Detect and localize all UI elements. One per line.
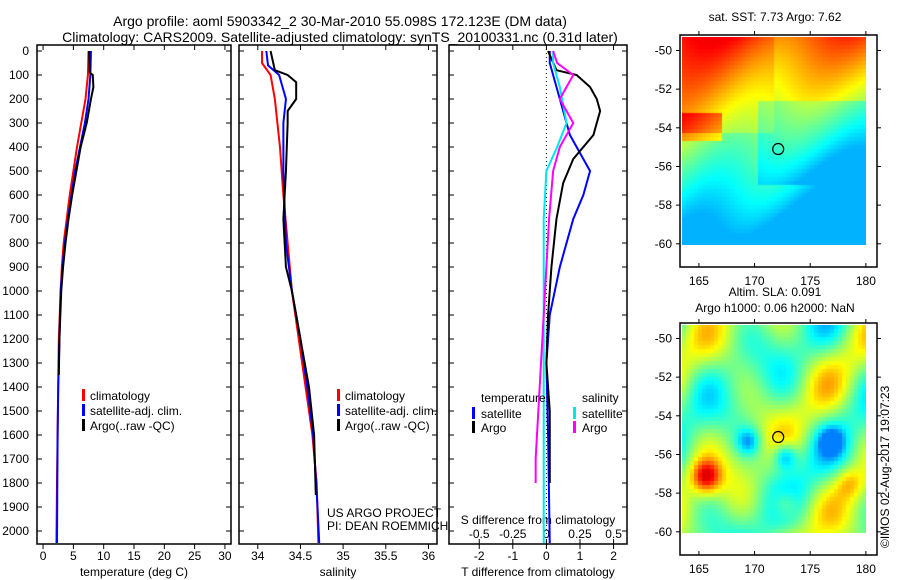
panel-frame — [238, 44, 438, 545]
legend-swatch — [82, 404, 85, 416]
pi-text: PI: DEAN ROEMMICH — [327, 519, 448, 533]
legend-label: climatology — [90, 389, 150, 403]
y-tick-label: 1000 — [2, 284, 29, 298]
y-tick-label: 1900 — [2, 500, 29, 514]
legend-label: Argo — [481, 421, 507, 435]
legend-swatch — [337, 389, 340, 401]
legend-swatch — [337, 419, 340, 431]
series-line-s-satellite — [542, 51, 568, 543]
x-tick-label: 30 — [218, 549, 232, 563]
x-tick-label: -1 — [507, 549, 518, 563]
legend-label: satellite-adj. clim. — [90, 404, 182, 418]
x-tick-label: 36 — [422, 549, 436, 563]
legend-swatch — [472, 407, 475, 419]
y-tick-label: 900 — [9, 260, 29, 274]
legend-title-temperature: temperature — [481, 391, 546, 405]
legend-swatch — [82, 389, 85, 401]
series-line-argo---raw--qc- — [269, 50, 317, 496]
y-tick-label: 500 — [9, 164, 29, 178]
x-tick-label: 20 — [158, 549, 172, 563]
legend-swatch — [573, 407, 576, 419]
legend-label: Argo — [582, 421, 608, 435]
title-line-1: Argo profile: aoml 5903342_2 30-Mar-2010… — [113, 13, 567, 29]
legend-label: satellite — [582, 407, 623, 421]
x-axis-label: T difference from climatology — [461, 565, 615, 579]
s-tick-label: -0.25 — [499, 527, 527, 541]
x-tick-label: 5 — [70, 549, 77, 563]
y-tick-label: 400 — [9, 140, 29, 154]
title-line-2: Climatology: CARS2009. Satellite-adjuste… — [62, 29, 618, 45]
legend-label: satellite-adj. clim. — [345, 404, 437, 418]
x-tick-label: 25 — [188, 549, 202, 563]
series-line-t-argo — [545, 50, 602, 483]
s-tick-label: 0.5 — [605, 527, 622, 541]
y-tick-label: 1800 — [2, 476, 29, 490]
y-tick-label: 1400 — [2, 380, 29, 394]
x-tick-label: 0 — [40, 549, 47, 563]
y-tick-label: 1100 — [3, 308, 29, 322]
y-tick-label: 1200 — [2, 332, 29, 346]
y-tick-label: 1300 — [2, 356, 29, 370]
s-tick-label: 0 — [543, 527, 550, 541]
y-tick-label: 800 — [9, 236, 29, 250]
x-tick-label: 35 — [336, 549, 350, 563]
profile-panel-2: -2 -1 0 1 2 T difference from climatology -0.5… — [448, 44, 628, 579]
legend-label: climatology — [345, 389, 405, 403]
x-tick-label: -2 — [474, 549, 485, 563]
x-tick-label: 0 — [543, 549, 550, 563]
legend-label: Argo(..raw -QC) — [345, 419, 430, 433]
panel-frame — [448, 44, 628, 545]
x-tick-label: 1 — [577, 549, 584, 563]
y-tick-label: 300 — [9, 116, 29, 130]
y-tick-label: 1500 — [2, 404, 29, 418]
credit-text: US ARGO PROJECT — [327, 506, 442, 520]
x-axis-label: salinity — [320, 565, 357, 579]
panel-frame — [36, 44, 232, 545]
legend-swatch — [337, 404, 340, 416]
legend-swatch — [82, 419, 85, 431]
y-tick-label: 1700 — [2, 452, 29, 466]
x-tick-label: 34 — [251, 549, 265, 563]
legend-label: satellite — [481, 407, 522, 421]
profile-panel-0: 0100200300400500600700800900100011001200… — [2, 44, 232, 579]
legend-title-salinity: salinity — [582, 391, 619, 405]
s-tick-label: -0.5 — [469, 527, 490, 541]
y-tick-label: 1600 — [2, 428, 29, 442]
series-line-s-argo — [534, 50, 575, 483]
x-tick-label: 10 — [97, 549, 111, 563]
x-tick-label: 15 — [127, 549, 141, 563]
profile-panel-1: 34 34.5 35 35.5 36 salinity climatologysatelli… — [238, 44, 438, 579]
sla-map — [682, 324, 867, 533]
legend-swatch — [472, 421, 475, 433]
legend-label: Argo(..raw -QC) — [90, 419, 175, 433]
y-tick-label: 200 — [9, 92, 29, 106]
series-line-climatology — [261, 51, 320, 544]
s-axis-label: S difference from climatology — [461, 513, 616, 527]
y-tick-label: 2000 — [2, 524, 29, 538]
sst-map — [682, 36, 867, 245]
series-line-argo---raw--qc- — [57, 50, 95, 376]
y-tick-label: 700 — [9, 212, 29, 226]
x-tick-label: 2 — [610, 549, 617, 563]
y-tick-label: 600 — [9, 188, 29, 202]
s-tick-label: 0.25 — [568, 527, 592, 541]
legend-swatch — [573, 421, 576, 433]
x-tick-label: 35.5 — [374, 549, 398, 563]
x-tick-label: 34.5 — [289, 549, 313, 563]
y-tick-label: 100 — [9, 68, 29, 82]
y-tick-label: 0 — [22, 44, 29, 58]
series-line-t-satellite — [545, 51, 592, 544]
imos-watermark: ©IMOS 02-Aug-2017 19:07:23 — [878, 385, 892, 548]
x-axis-label: temperature (deg C) — [80, 565, 188, 579]
